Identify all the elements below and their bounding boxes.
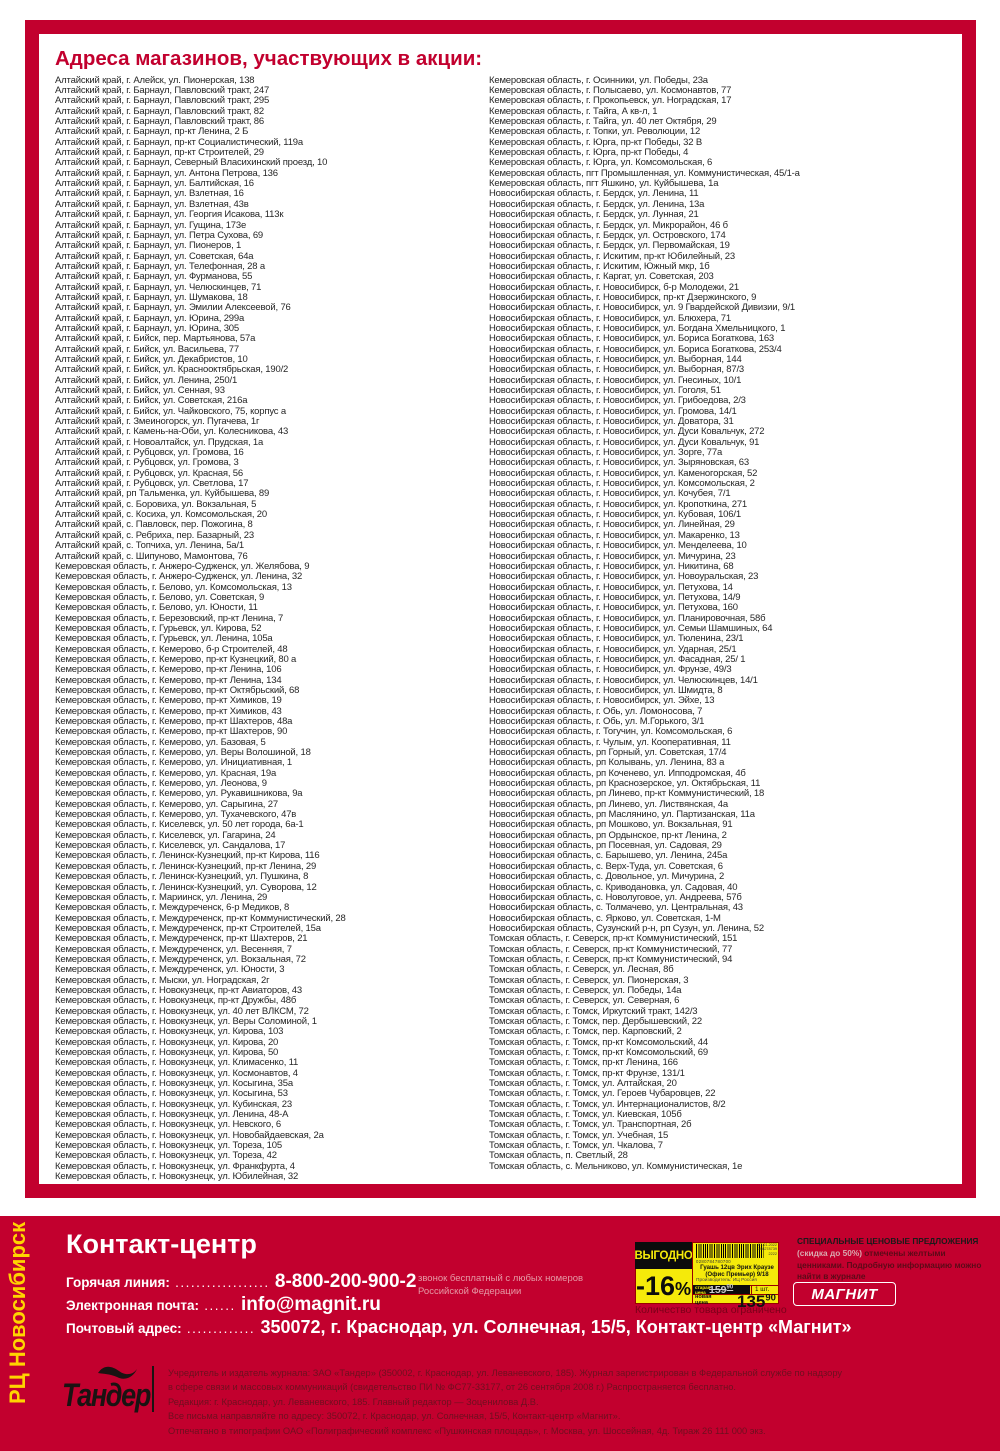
svg-text:Тандер: Тандер	[62, 1377, 151, 1413]
